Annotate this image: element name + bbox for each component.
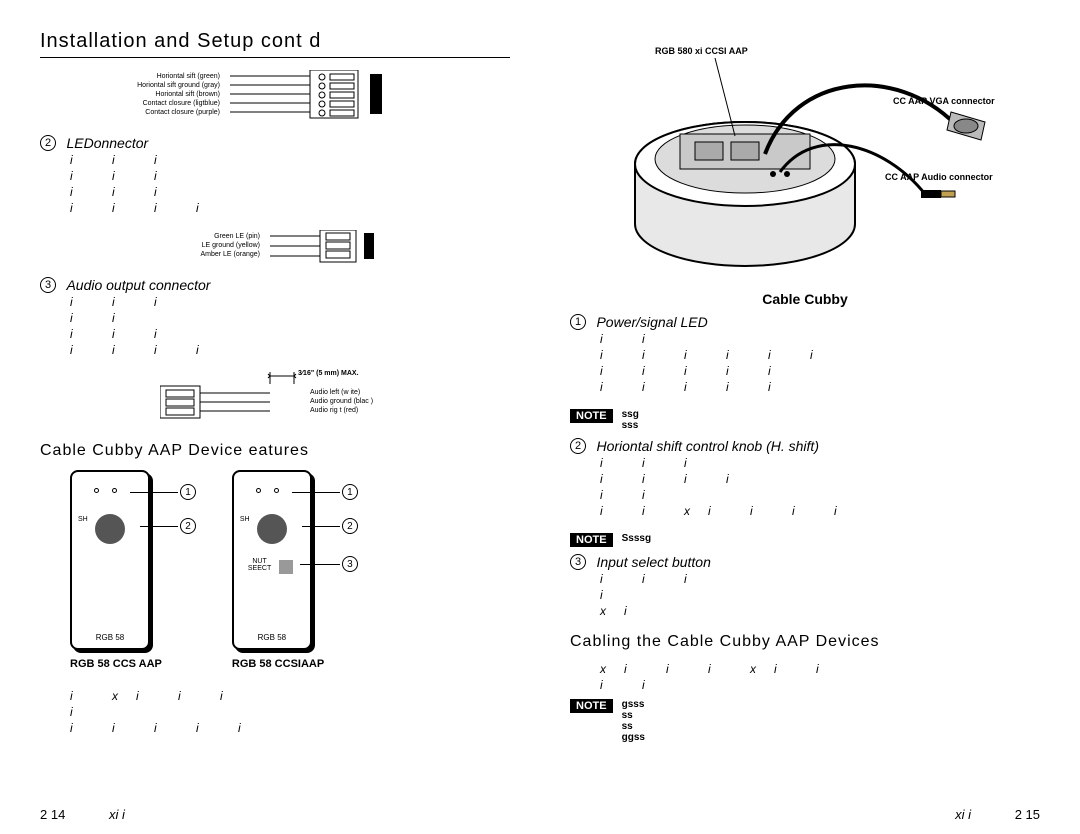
note-text: ss [622,721,633,732]
body-text: xi i i xi i i i [600,661,1040,693]
footer-left: 2 14 xi i [40,807,125,822]
callout-3: 3 [342,556,358,572]
cubby-caption: Cable Cubby [570,291,1040,307]
left-column: Installation and Setup cont d Horiontal … [40,30,510,770]
note-text: sss [622,420,639,431]
wire-label: Green LE (pin) [120,232,260,241]
item-label: Power/signal LED [596,314,707,330]
fraction: 3⁄16" [298,370,314,377]
footer-text: xi i [109,807,125,822]
panel-caption: RGB 58 [72,633,148,642]
note-text: gsss [622,699,645,710]
cubby-illustration-icon: RGB 580 xi CCSI AAP CC AAP VGA connector… [595,34,1015,284]
panel-label: RGB 58 CCSIAAP [232,658,324,670]
wire-diagram-3: 3⁄16" (5 mm) MAX. Audio left (w ite) Aud… [160,372,510,428]
callout-1: 1 [342,484,358,500]
footer-text: xi i [955,807,971,822]
item-label: Horiontal shift control knob (H. shift) [596,438,819,454]
circled-number: 1 [570,314,586,330]
item-audio-output: 3 Audio output connector i i ii ii i ii … [40,276,510,358]
product-label: RGB 580 xi CCSI AAP [655,46,748,56]
wire-diagram-2: Green LE (pin) LE ground (yellow) Amber … [80,230,510,266]
item-hshift-knob: 2 Horiontal shift control knob (H. shift… [570,437,1040,519]
note-text: Ssssg [622,533,651,544]
body-text: i i ii i ii i ii i i i [70,152,510,216]
vga-label: CC AAP VGA connector [893,96,995,106]
body-text: i i ii i i ii ii i xi i i i [600,455,1040,519]
note-badge: NOTE [570,409,613,423]
wire-diagram-1: Horiontal sift (green) Horiontal sift gr… [80,70,510,124]
audio-label: CC AAP Audio connector [885,172,993,182]
callout-2: 2 [180,518,196,534]
device-panel-1: SH RGB 58 [70,470,150,650]
divider [40,57,510,58]
right-column: RGB 580 xi CCSI AAP CC AAP VGA connector… [570,30,1040,770]
circled-number: 3 [570,554,586,570]
wire-label: Horiontal sift ground (gray) [80,81,220,90]
wire-label: LE ground (yellow) [120,241,260,250]
wire-label: Contact closure (purple) [80,108,220,117]
body-text: i xi i i ii i i i i [70,688,510,736]
note-2: NOTE Ssssg [570,533,1040,547]
wire-label: Contact closure (ligtblue) [80,99,220,108]
connector-icon [230,70,410,124]
callout-1: 1 [180,484,196,500]
note-badge: NOTE [570,533,613,547]
connector-icon [270,230,410,266]
page-number: 2 14 [40,807,65,822]
wire-label: Audio ground (blac ) [310,397,373,406]
footer-right: xi i 2 15 [955,807,1040,822]
body-text: i i ii ii i ii i i i [70,294,510,358]
subheading: Cable Cubby AAP Device eatures [40,442,510,460]
item-label: LEDonnector [66,135,148,151]
note-text: ss [622,710,633,721]
item-power-led: 1 Power/signal LED i ii i i i i ii i i i… [570,313,1040,395]
wire-label: Horiontal sift (brown) [80,90,220,99]
circled-number: 2 [40,135,56,151]
note-3: NOTE gsss ss ss ggss [570,699,1040,743]
circled-number: 3 [40,277,56,293]
note-badge: NOTE [570,699,613,713]
body-text: i i i i xi [600,571,1040,619]
callout-2: 2 [342,518,358,534]
panel-label: RGB 58 CCS AAP [70,658,162,670]
wire-label: Audio left (w ite) [310,388,373,397]
wire-label: Horiontal sift (green) [80,72,220,81]
cable-cubby-figure: RGB 580 xi CCSI AAP CC AAP VGA connector… [570,34,1040,307]
wire-label: Audio rig t (red) [310,406,373,415]
panel-caption: RGB 58 [234,633,310,642]
note-text: ggss [622,732,645,743]
wire-label: Amber LE (orange) [120,250,260,259]
note-text: ssg [622,409,639,420]
item-label: Input select button [596,554,710,570]
page-number: 2 15 [1015,807,1040,822]
body-text: i ii i i i i ii i i i ii i i i i [600,331,1040,395]
item-label: Audio output connector [66,277,210,293]
note-1: NOTE ssg sss [570,409,1040,431]
circled-number: 2 [570,438,586,454]
section-title: Installation and Setup cont d [40,30,510,53]
device-panel-2: SH NUTSEECT RGB 58 [232,470,312,650]
item-input-select: 3 Input select button i i i i xi [570,553,1040,619]
item-led-connector: 2 LEDonnector i i ii i ii i ii i i i [40,134,510,216]
subheading: Cabling the Cable Cubby AAP Devices [570,633,1040,651]
max-note: (5 mm) MAX. [316,370,358,377]
device-panels: SH RGB 58 RGB 58 CCS AAP 1 2 SH NUTSEECT [70,470,510,670]
